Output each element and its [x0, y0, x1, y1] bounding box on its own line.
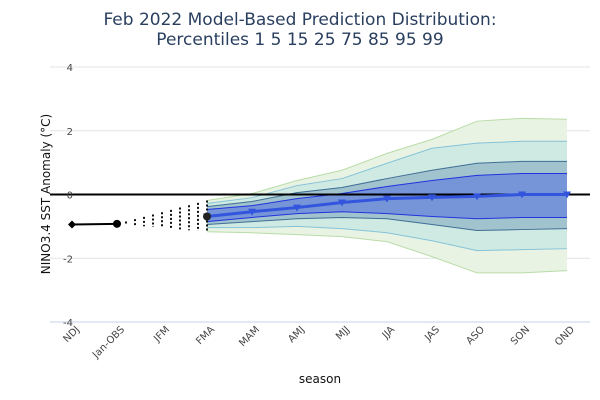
x-tick-label: FMA [194, 324, 217, 347]
band-1-99-edge [206, 117, 568, 202]
band-15-85-edge [206, 216, 568, 232]
median-marker [248, 208, 256, 216]
observed-marker [113, 219, 121, 228]
median-marker [473, 193, 481, 201]
y-axis-label: NINO3.4 SST Anomaly (°C) [39, 114, 53, 274]
chart-title-line-2: Percentiles 1 5 15 25 75 85 95 99 [156, 30, 443, 50]
band-5-95-edge [207, 225, 568, 252]
median-marker [428, 194, 436, 202]
observed-line [71, 222, 118, 226]
x-tick-label: JAS [422, 324, 442, 344]
y-tick-label: 2 [67, 127, 73, 138]
median-marker [383, 195, 391, 203]
band-25-75-edge [206, 172, 567, 210]
band-25-75-edge [206, 211, 567, 223]
median-marker [293, 204, 301, 212]
x-tick-labels: NDJ Jan-OBS JFM FMA MAM AMJ MJJ JJA JAS ASO SON OND [62, 324, 578, 361]
x-tick-label: JFM [151, 324, 172, 345]
x-tick-label: SON [509, 324, 532, 347]
median-marker [518, 191, 526, 199]
y-tick-label: 4 [67, 63, 73, 74]
band-1-99-edge [206, 231, 568, 274]
y-tick-label: 0 [67, 191, 73, 202]
x-tick-label: ASO [464, 324, 487, 347]
median-marker [338, 199, 346, 207]
y-tick-labels: 4 2 0 -2 -4 [63, 63, 73, 329]
x-tick-label: AMJ [286, 324, 307, 345]
y-tick-label: -2 [63, 254, 73, 265]
x-tick-label: OND [553, 324, 577, 348]
series-lines [68, 191, 571, 229]
transition-dashes [125, 200, 208, 232]
x-tick-label: MAM [237, 324, 262, 349]
median-marker [563, 191, 571, 199]
x-tick-label: MJJ [334, 324, 352, 342]
forecast-start-marker [203, 212, 211, 221]
y-tick-label: -4 [63, 318, 73, 329]
x-tick-label: JJA [380, 324, 397, 341]
band-15-85-edge [206, 160, 567, 208]
chart-title-line-1: Feb 2022 Model-Based Prediction Distribu… [103, 10, 496, 30]
x-axis-label: season [299, 372, 341, 386]
observed-marker [68, 220, 76, 229]
x-tick-label: Jan-OBS [90, 324, 127, 361]
